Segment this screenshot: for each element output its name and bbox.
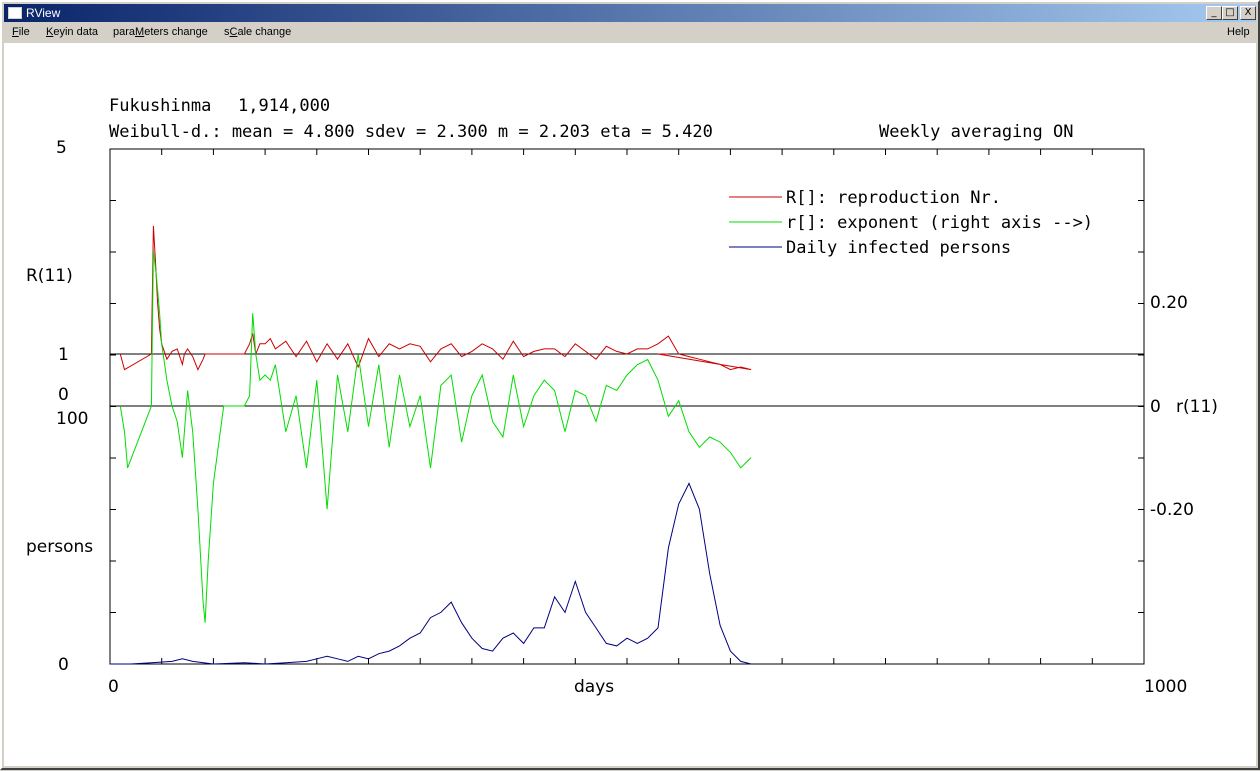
minimize-button[interactable]: _ xyxy=(1206,6,1222,20)
title-bar[interactable]: RView _ □ X xyxy=(4,4,1256,22)
left-bottom-zero: 0 xyxy=(58,655,69,675)
daily-series-line xyxy=(110,482,752,665)
menu-keyin-data[interactable]: Keyin data xyxy=(46,26,98,38)
right-axis-zero: 0 xyxy=(1150,397,1161,417)
weibull-params: Weibull-d.: mean = 4.800 sdev = 2.300 m … xyxy=(109,122,713,142)
left-axis-max: 5 xyxy=(56,138,67,158)
r-series-line xyxy=(119,251,752,623)
legend-r: r[]: exponent (right axis -->) xyxy=(786,213,1093,233)
population: 1,914,000 xyxy=(238,96,330,116)
legend-daily: Daily infected persons xyxy=(786,238,1011,258)
averaging-status: Weekly averaging ON xyxy=(879,122,1073,142)
right-axis-pos: 0.20 xyxy=(1150,293,1188,313)
left-bottom-label: persons xyxy=(26,537,93,557)
menu-file[interactable]: File xyxy=(12,26,30,38)
R-series-line xyxy=(119,225,752,371)
region-name: Fukushinma xyxy=(109,96,211,116)
right-axis-label: r(11) xyxy=(1176,397,1218,417)
right-axis-neg: -0.20 xyxy=(1150,500,1194,520)
menu-bar: File Keyin data paraMeters change sCale … xyxy=(4,23,1256,42)
menu-help[interactable]: Help xyxy=(1227,26,1250,38)
x-axis-min: 0 xyxy=(108,677,119,697)
menu-scale-change[interactable]: sCale change xyxy=(224,26,292,38)
left-axis-label: R(11) xyxy=(26,266,73,286)
chart-svg: Fukushinma 1,914,000 Weibull-d.: mean = … xyxy=(26,96,1218,697)
app-icon xyxy=(8,7,22,19)
left-axis-zero: 0 xyxy=(58,385,69,405)
window-title: RView xyxy=(26,6,61,20)
series-group xyxy=(110,225,752,665)
legend-R: R[]: reproduction Nr. xyxy=(786,188,1001,208)
chart-area: Fukushinma 1,914,000 Weibull-d.: mean = … xyxy=(4,43,1256,766)
left-axis-one: 1 xyxy=(58,345,69,365)
menu-parameters-change[interactable]: paraMeters change xyxy=(113,26,208,38)
x-axis-label: days xyxy=(574,677,614,697)
close-button[interactable]: X xyxy=(1240,6,1256,20)
x-axis-max: 1000 xyxy=(1144,677,1187,697)
left-bottom-max: 100 xyxy=(56,409,88,429)
maximize-button[interactable]: □ xyxy=(1222,6,1238,20)
